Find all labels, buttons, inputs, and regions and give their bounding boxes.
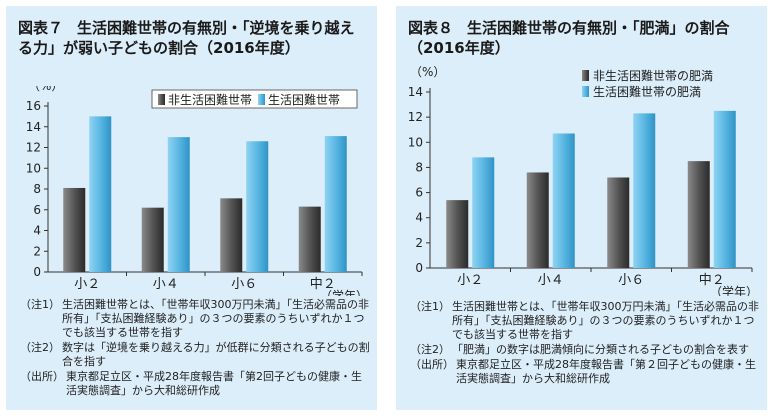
note-item: （注1） 生活困難世帯とは、「世帯年収300万円未満」「生活必需品の非所有」「支払…	[20, 298, 370, 340]
bar-non-difficult-2	[220, 198, 243, 272]
legend-box	[151, 89, 358, 109]
y-tick-label: 10	[26, 161, 41, 175]
note-label: （注1）	[20, 298, 60, 311]
bar-difficult-0	[89, 116, 112, 272]
y-tick-label: 2	[415, 236, 423, 250]
bar-non-difficult-0	[63, 187, 86, 272]
note-label: （出所）	[20, 370, 64, 383]
y-axis-label: （%）	[28, 86, 63, 93]
note-text: 数字は「逆境を乗り越える力」が低群に分類される子どもの割合を指す	[62, 341, 370, 368]
figure-title-text: 生活困難世帯の有無別・「肥満」の割合（2016年度）	[408, 19, 730, 57]
bar-difficult-1	[167, 137, 190, 272]
bar-difficult-2	[633, 113, 656, 268]
y-tick-label: 0	[415, 261, 423, 275]
legend-label: 非生活困難世帯	[168, 92, 252, 107]
figure-notes: （注1） 生活困難世帯とは、「世帯年収300万円未満」「生活必需品の非所有」「支払…	[20, 298, 370, 399]
bar-difficult-1	[552, 133, 575, 268]
legend-label: 非生活困難世帯の肥満	[593, 68, 713, 83]
bar-chart-resilience: 0 2 4 6 8 10 12 14 16 （%） 小２ 小４ 小６ 中２（学年） 非生活困難世帯 生活困難世…	[26, 86, 368, 296]
bar-non-difficult-1	[526, 172, 549, 268]
note-text: 生活困難世帯とは、「世帯年収300万円未満」「生活必需品の非所有」「支払困難経験…	[62, 298, 369, 339]
y-tick-label: 14	[408, 85, 423, 99]
bar-difficult-3	[713, 110, 736, 268]
legend-swatch	[582, 86, 589, 97]
y-tick-label: 4	[415, 211, 423, 225]
y-tick-label: 12	[26, 141, 41, 155]
legend-swatch	[158, 94, 165, 105]
x-category-label: 中２	[699, 273, 725, 288]
bar-difficult-0	[472, 157, 495, 268]
note-label: （出所）	[410, 358, 454, 371]
bar-non-difficult-1	[141, 207, 164, 272]
bar-difficult-2	[246, 141, 269, 272]
y-tick-label: 8	[33, 182, 41, 196]
note-text: 「肥満」の数字は肥満傾向に分類される子どもの割合を表す	[452, 343, 749, 356]
bar-chart-obesity: 0 2 4 6 8 10 12 14 （%） 小２ 小４ 小６ 中２（学年） 非生活困難世帯の肥満生活困難…	[408, 65, 758, 296]
note-item: （出所） 東京都足立区・平成28年度報告書「第２回子どもの健康・生活実態調査」から…	[410, 358, 760, 386]
y-tick-label: 10	[408, 135, 423, 149]
y-tick-label: 8	[415, 160, 423, 174]
figure-title: 図表８ 生活困難世帯の有無別・「肥満」の割合（2016年度）	[408, 18, 758, 58]
note-item: （注2） 数字は「逆境を乗り越える力」が低群に分類される子どもの割合を指す	[20, 341, 370, 369]
legend-swatch	[258, 94, 265, 105]
bar-non-difficult-0	[446, 200, 469, 268]
y-tick-label: 6	[415, 186, 423, 200]
y-tick-label: 12	[408, 110, 423, 124]
x-category-label: 小６	[231, 277, 257, 292]
legend-swatch	[582, 70, 589, 81]
note-label: （注1）	[410, 300, 450, 313]
x-category-label: 小４	[153, 277, 179, 292]
legend-label: 生活困難世帯の肥満	[593, 84, 701, 99]
figure-title-text: 生活困難世帯の有無別・「逆境を乗り越える力」が弱い子どもの割合（2016年度）	[18, 19, 355, 57]
x-category-label: 中２	[310, 277, 336, 292]
y-tick-label: 16	[26, 99, 41, 113]
figure-title: 図表７ 生活困難世帯の有無別・「逆境を乗り越える力」が弱い子どもの割合（2016年…	[18, 18, 368, 58]
note-item: （注1） 生活困難世帯とは、「世帯年収300万円未満」「生活必需品の非所有」「支払…	[410, 300, 760, 342]
y-tick-label: 0	[33, 265, 41, 279]
bar-difficult-3	[324, 136, 347, 272]
x-category-label: 小２	[457, 273, 483, 288]
figure-panel-8: 図表８ 生活困難世帯の有無別・「肥満」の割合（2016年度） 0 2 4 6 8 10 12 1…	[396, 6, 767, 410]
figure-panel-7: 図表７ 生活困難世帯の有無別・「逆境を乗り越える力」が弱い子どもの割合（2016年…	[6, 6, 377, 410]
x-category-label: 小４	[538, 273, 564, 288]
note-item: （出所） 東京都足立区・平成28年度報告書「第2回子どもの健康・生活実態調査」から…	[20, 370, 370, 398]
figure-notes: （注1） 生活困難世帯とは、「世帯年収300万円未満」「生活必需品の非所有」「支払…	[410, 300, 760, 387]
x-category-label: 小２	[74, 277, 100, 292]
x-axis-label: （学年）	[710, 284, 758, 296]
y-tick-label: 4	[33, 224, 41, 238]
bar-non-difficult-3	[298, 206, 321, 272]
note-text: 東京都足立区・平成28年度報告書「第2回子どもの健康・生活実態調査」から大和総研…	[66, 370, 362, 397]
x-category-label: 小６	[618, 273, 644, 288]
figure-label: 図表７	[18, 19, 64, 37]
note-item: （注2） 「肥満」の数字は肥満傾向に分類される子どもの割合を表す	[410, 343, 760, 357]
note-label: （注2）	[20, 341, 60, 354]
figure-label: 図表８	[408, 19, 454, 37]
note-text: 生活困難世帯とは、「世帯年収300万円未満」「生活必需品の非所有」「支払困難経験…	[452, 300, 759, 341]
legend-label: 生活困難世帯	[268, 92, 340, 107]
x-axis-label: （学年）	[320, 288, 368, 296]
y-tick-label: 6	[33, 203, 41, 217]
y-axis-label: （%）	[410, 65, 445, 79]
note-label: （注2）	[410, 343, 450, 356]
y-tick-label: 14	[26, 120, 41, 134]
note-text: 東京都足立区・平成28年度報告書「第２回子どもの健康・生活実態調査」から大和総研…	[456, 358, 756, 385]
bar-non-difficult-3	[687, 161, 710, 268]
y-tick-label: 2	[33, 244, 41, 258]
bar-non-difficult-2	[607, 177, 630, 268]
